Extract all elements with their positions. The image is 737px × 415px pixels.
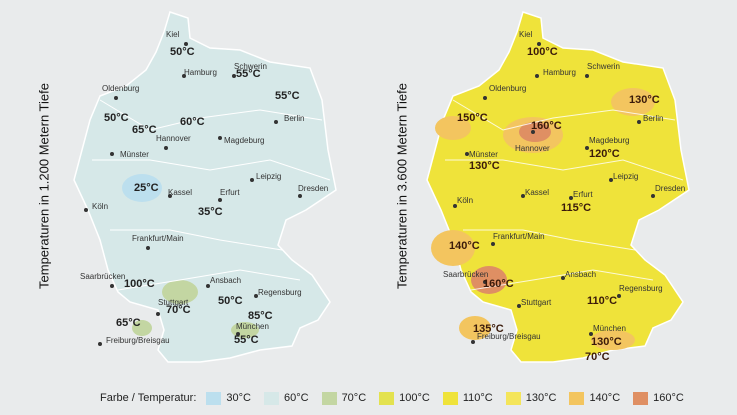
legend-swatch xyxy=(263,391,279,405)
city-label: Dresden xyxy=(655,184,686,193)
legend-label: 70°C xyxy=(341,392,367,404)
temperature-label: 55°C xyxy=(275,90,300,102)
city-label: Ansbach xyxy=(565,270,597,279)
legend-swatch xyxy=(379,391,395,405)
city-label: Schwerin xyxy=(234,62,267,71)
city-label: Leipzig xyxy=(256,172,282,181)
city-label: Saarbrücken xyxy=(443,270,489,279)
temperature-label: 70°C xyxy=(585,351,610,363)
temperature-label: 135°C xyxy=(473,323,504,335)
left-map-title: Temperaturen in 1.200 Metern Tiefe xyxy=(36,83,52,289)
city-label: Hannover xyxy=(156,134,191,143)
city-label: Kiel xyxy=(166,30,180,39)
temperature-label: 55°C xyxy=(234,334,259,346)
legend-item: 70°C xyxy=(321,391,367,405)
temperature-label: 150°C xyxy=(457,112,488,124)
legend-swatch xyxy=(442,391,458,405)
temperature-label: 100°C xyxy=(124,278,155,290)
temperature-label: 130°C xyxy=(629,94,660,106)
legend-swatch xyxy=(206,391,222,405)
city-label: Magdeburg xyxy=(589,136,630,145)
city-label: Freiburg/Breisgau xyxy=(477,332,541,341)
temperature-label: 130°C xyxy=(591,336,622,348)
legend: Farbe / Temperatur: 30°C 60°C 70°C 100°C… xyxy=(100,388,697,408)
legend-label: 130°C xyxy=(525,392,557,404)
city-label: Dresden xyxy=(298,184,329,193)
city-label: Magdeburg xyxy=(224,136,265,145)
temperature-label: 60°C xyxy=(180,116,205,128)
city-label: Köln xyxy=(92,202,109,211)
right-map-title: Temperaturen in 3.600 Metern Tiefe xyxy=(394,83,410,289)
legend-label: 60°C xyxy=(283,392,309,404)
temperature-label: 55°C xyxy=(236,68,261,80)
city-label: Köln xyxy=(457,196,474,205)
city-label: Schwerin xyxy=(587,62,620,71)
legend-item: 110°C xyxy=(442,391,493,405)
city-label: Kassel xyxy=(168,188,193,197)
city-label: Kiel xyxy=(519,30,533,39)
city-label: München xyxy=(593,324,626,333)
city-label: München xyxy=(236,322,269,331)
legend-swatch xyxy=(505,391,521,405)
temperature-label: 50°C xyxy=(170,46,195,58)
temperature-label: 100°C xyxy=(527,46,558,58)
city-label: Frankfurt/Main xyxy=(493,232,545,241)
city-label: Oldenburg xyxy=(102,84,140,93)
temperature-label: 160°C xyxy=(531,120,562,132)
city-label: Münster xyxy=(120,150,149,159)
legend-swatch xyxy=(633,391,649,405)
temperature-label: 85°C xyxy=(248,310,273,322)
legend-item: 60°C xyxy=(263,391,309,405)
legend-item: 140°C xyxy=(569,391,621,405)
city-label: Kassel xyxy=(525,188,550,197)
legend-label: 100°C xyxy=(399,392,430,404)
temperature-label: 115°C xyxy=(561,202,592,214)
temperature-label: 110°C xyxy=(587,295,618,307)
legend-item: 160°C xyxy=(633,391,684,405)
germany-shape-right xyxy=(426,11,690,363)
temperature-label: 65°C xyxy=(132,124,157,136)
city-label: Stuttgart xyxy=(158,298,189,307)
city-label: Ansbach xyxy=(210,276,242,285)
right-map: Kiel Hamburg Schwerin Oldenburg Berlin H… xyxy=(413,10,697,364)
legend-item: 100°C xyxy=(379,391,430,405)
city-label: Frankfurt/Main xyxy=(132,234,184,243)
city-label: Berlin xyxy=(284,114,305,123)
city-label: Stuttgart xyxy=(521,298,552,307)
temperature-label: 50°C xyxy=(104,112,129,124)
city-label: Erfurt xyxy=(220,188,240,197)
city-label: Hamburg xyxy=(184,68,217,77)
temperature-label: 50°C xyxy=(218,295,243,307)
city-label: Erfurt xyxy=(573,190,593,199)
temperature-label: 65°C xyxy=(116,317,141,329)
legend-label: 110°C xyxy=(462,392,493,404)
legend-swatch xyxy=(569,391,585,405)
temperature-label: 130°C xyxy=(469,160,500,172)
legend-title: Farbe / Temperatur: xyxy=(100,392,197,404)
left-map: Kiel Hamburg Schwerin Oldenburg Berlin H… xyxy=(60,10,344,364)
city-label: Münster xyxy=(469,150,498,159)
temperature-label: 140°C xyxy=(449,240,480,252)
city-label: Regensburg xyxy=(619,284,663,293)
city-label: Saarbrücken xyxy=(80,272,126,281)
city-label: Leipzig xyxy=(613,172,639,181)
legend-item: 130°C xyxy=(505,391,557,405)
legend-swatch xyxy=(321,391,337,405)
temperature-label: 120°C xyxy=(589,148,620,160)
city-label: Hamburg xyxy=(543,68,576,77)
temperature-label: 160°C xyxy=(483,278,514,290)
city-label: Hannover xyxy=(515,144,550,153)
legend-label: 140°C xyxy=(589,392,621,404)
legend-label: 160°C xyxy=(653,392,684,404)
city-label: Freiburg/Breisgau xyxy=(106,336,170,345)
temperature-label: 35°C xyxy=(198,206,223,218)
city-label: Oldenburg xyxy=(489,84,527,93)
legend-label: 30°C xyxy=(226,392,251,404)
temperature-label: 25°C xyxy=(134,182,159,194)
city-label: Regensburg xyxy=(258,288,302,297)
temperature-label: 70°C xyxy=(166,304,191,316)
city-label: Berlin xyxy=(643,114,664,123)
germany-shape-left xyxy=(73,11,337,363)
legend-item: 30°C xyxy=(206,391,251,405)
